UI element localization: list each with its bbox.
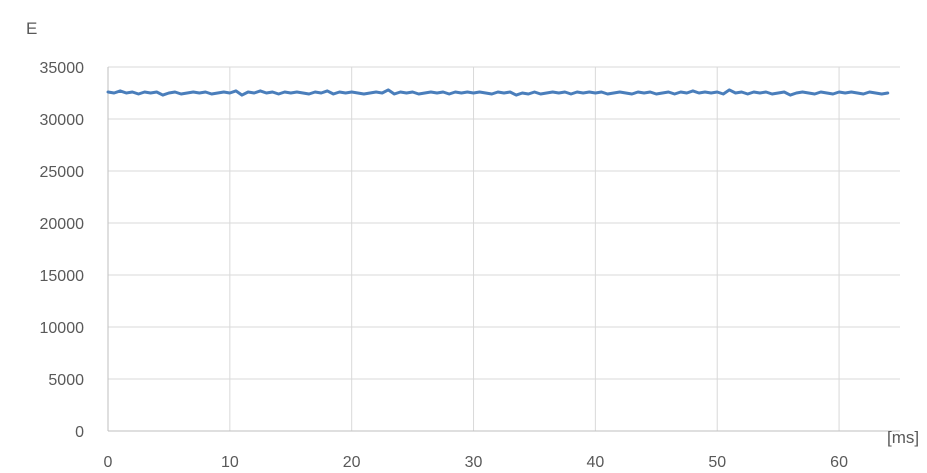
y-tick-label: 15000 — [40, 268, 85, 285]
x-axis-title: [ms] — [887, 428, 919, 447]
series-line — [106, 88, 890, 97]
x-tick-label: 60 — [830, 454, 848, 471]
y-tick-label: 30000 — [40, 112, 85, 129]
y-tick-label: 20000 — [40, 216, 85, 233]
series-layer — [106, 88, 890, 97]
x-tick-label: 20 — [343, 454, 361, 471]
x-tick-label: 10 — [221, 454, 239, 471]
x-tick-label: 50 — [708, 454, 726, 471]
y-tick-label: 5000 — [48, 372, 84, 389]
y-tick-label: 10000 — [40, 320, 85, 337]
y-tick-label: 35000 — [40, 60, 85, 77]
grid — [108, 66, 900, 431]
x-tick-label: 0 — [104, 454, 113, 471]
labels: 0 5000 10000 15000 20000 25000 30000 35000 0 10 20… — [40, 60, 849, 471]
x-tick-label: 40 — [586, 454, 604, 471]
axes — [107, 67, 900, 432]
y-axis-title: E — [26, 19, 37, 38]
y-tick-label: 0 — [75, 424, 84, 441]
y-tick-label: 25000 — [40, 164, 85, 181]
x-tick-label: 30 — [465, 454, 483, 471]
